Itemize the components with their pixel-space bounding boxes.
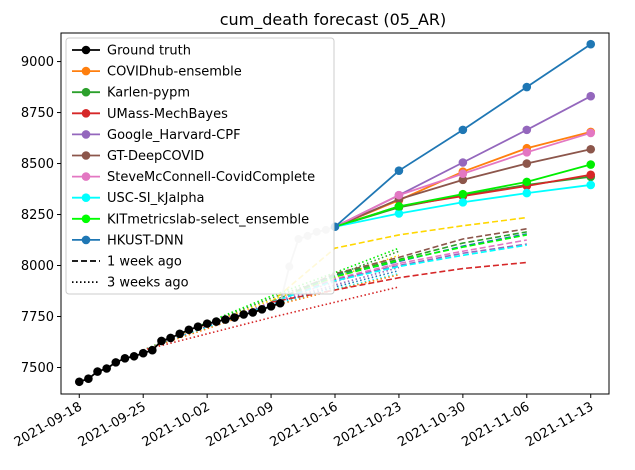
x-tick-label: 2021-10-09 (204, 399, 277, 450)
series-point-umass-mechbayes (586, 170, 596, 180)
series-point-hkust-dnn (394, 166, 404, 175)
ground-truth-point (175, 329, 185, 339)
series-point-stevemcconnell-covidcomplete (522, 148, 532, 157)
series-point-usc-si-kjalpha (522, 188, 532, 198)
ground-truth-point (74, 377, 84, 387)
ground-truth-point (157, 336, 166, 346)
ground-truth-point (202, 319, 212, 328)
series-point-gt-deepcovid (586, 144, 596, 154)
series-point-kitmetricslab-select-ensemble (394, 202, 404, 211)
legend-label-google-harvard-cpf: Google_Harvard-CPF (107, 128, 241, 143)
ground-truth-point (230, 313, 239, 322)
legend-marker-hkust-dnn (81, 235, 91, 245)
ground-truth-point (193, 322, 203, 331)
ground-truth-point (248, 308, 258, 317)
legend: Ground truth COVIDhub-ensemble Karlen-pypm… (65, 37, 335, 295)
y-tick-label: 7750 (21, 310, 54, 325)
legend-label-gt-deepcovid: GT-DeepCOVID (107, 149, 204, 164)
series-point-kitmetricslab-select-ensemble (458, 189, 468, 199)
x-tick-label: 2021-09-25 (76, 399, 149, 450)
series-point-hkust-dnn (586, 39, 596, 49)
ground-truth-point (211, 317, 221, 326)
x-tick-label: 2021-10-23 (331, 399, 404, 450)
ground-truth-point (221, 315, 230, 324)
legend-label-3-weeks-ago: 3 weeks ago (107, 276, 189, 291)
legend-label-kitmetricslab-select-ensemble: KITmetricslab-select_ensemble (107, 212, 309, 227)
three-weeks-ago-line-7 (142, 273, 400, 351)
ground-truth-point (148, 345, 157, 355)
legend-label-stevemcconnell-covidcomplete: SteveMcConnell-CovidComplete (107, 170, 315, 185)
series-point-google-harvard-cpf (586, 91, 596, 101)
series-point-usc-si-kjalpha (394, 209, 404, 218)
legend-marker-stevemcconnell-covidcomplete (81, 172, 91, 181)
ground-truth-point (138, 348, 148, 358)
legend-marker-gt-deepcovid (81, 151, 91, 160)
x-tick-label: 2021-10-16 (268, 399, 341, 450)
y-tick-label: 7500 (21, 361, 54, 376)
chart-title: cum_death forecast (05_AR) (220, 10, 447, 30)
series-point-google-harvard-cpf (522, 125, 532, 135)
y-tick-label: 9000 (21, 55, 54, 70)
x-tick-label: 2021-10-02 (140, 399, 213, 450)
legend-marker-google-harvard-cpf (81, 130, 91, 139)
series-point-google-harvard-cpf (458, 158, 468, 167)
ground-truth-point (184, 325, 194, 335)
ground-truth-point (166, 333, 175, 343)
x-tick-label: 2021-10-30 (395, 399, 468, 450)
series-point-stevemcconnell-covidcomplete (394, 190, 404, 200)
legend-label-ground-truth: Ground truth (107, 44, 191, 59)
series-point-stevemcconnell-covidcomplete (458, 169, 468, 179)
series-point-hkust-dnn (522, 82, 532, 92)
y-tick-label: 8000 (21, 259, 54, 274)
series-point-stevemcconnell-covidcomplete (586, 128, 596, 138)
series-point-kitmetricslab-select-ensemble (522, 177, 532, 187)
legend-label-hkust-dnn: HKUST-DNN (107, 233, 184, 248)
three-weeks-ago-line-8 (143, 286, 400, 351)
ground-truth-point (102, 364, 111, 373)
series-point-usc-si-kjalpha (458, 197, 468, 207)
y-tick-label: 8750 (21, 106, 54, 121)
legend-marker-karlen-pypm (81, 87, 91, 97)
ground-truth-point (239, 310, 248, 319)
x-tick-label: 2021-11-13 (523, 399, 596, 450)
ground-truth-point (266, 301, 276, 311)
one-week-ago-line-8 (270, 261, 527, 304)
x-tick-label: 2021-11-06 (459, 399, 532, 450)
series-point-kitmetricslab-select-ensemble (586, 160, 596, 169)
legend-label-karlen-pypm: Karlen-pypm (107, 86, 190, 101)
series-point-hkust-dnn (458, 125, 468, 135)
legend-box (65, 37, 335, 295)
ground-truth-point (129, 351, 139, 361)
legend-label-1-week-ago: 1 week ago (107, 255, 182, 270)
legend-marker-umass-mechbayes (81, 109, 91, 118)
legend-label-usc-si-kjalpha: USC-SI_kJalpha (107, 191, 205, 206)
ground-truth-point (84, 374, 93, 384)
legend-marker-ground-truth (81, 45, 91, 55)
y-tick-label: 8250 (21, 208, 54, 223)
legend-marker-kitmetricslab-select-ensemble (81, 214, 91, 224)
legend-label-covidhub-ensemble: COVIDhub-ensemble (107, 65, 242, 80)
series-point-gt-deepcovid (522, 159, 532, 168)
ground-truth-point (120, 354, 130, 363)
legend-marker-covidhub-ensemble (81, 66, 91, 76)
legend-marker-usc-si-kjalpha (81, 193, 91, 202)
one-week-ago-line-7 (270, 244, 527, 303)
series-point-usc-si-kjalpha (586, 180, 596, 190)
ground-truth-point (111, 358, 121, 367)
ground-truth-point (275, 298, 285, 308)
x-tick-label: 2021-09-18 (12, 399, 85, 450)
series-point-gt-deepcovid (458, 175, 468, 185)
y-tick-label: 8500 (21, 157, 54, 172)
legend-label-umass-mechbayes: UMass-MechBayes (107, 107, 228, 122)
ground-truth-point (93, 367, 102, 376)
three-weeks-ago-line-2 (142, 254, 400, 351)
ground-truth-point (257, 305, 267, 314)
